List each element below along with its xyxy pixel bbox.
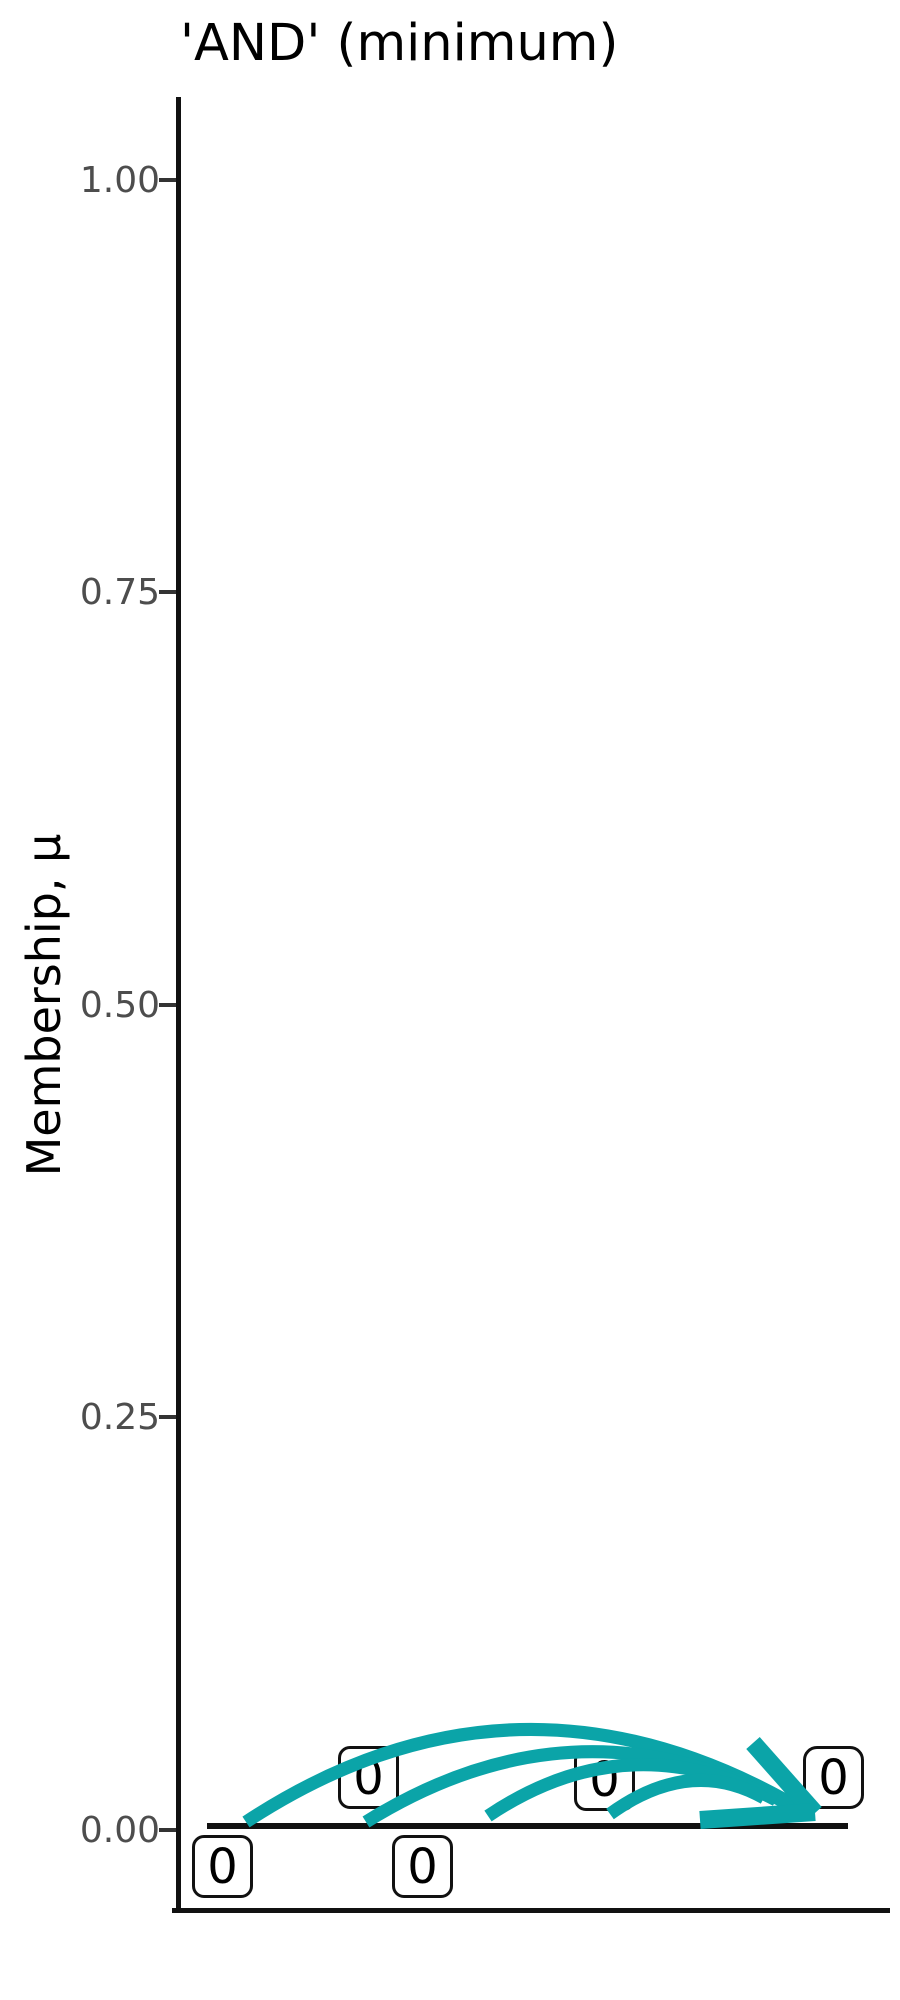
input-value-1: 0 <box>207 1838 238 1895</box>
input-value-box-1: 0 <box>192 1835 253 1898</box>
input-value-box-4: 0 <box>574 1748 635 1811</box>
zero-membership-line <box>207 1823 848 1829</box>
arrowhead-lower-barb-icon <box>699 1803 816 1829</box>
y-tick-label-1.00: 1.00 <box>79 159 160 201</box>
y-tick-mark-0.50 <box>159 1003 176 1007</box>
x-axis-line <box>172 1908 890 1913</box>
y-tick-mark-1.00 <box>159 178 176 182</box>
y-axis-line <box>176 97 181 1913</box>
y-tick-label-0.25: 0.25 <box>79 1396 160 1438</box>
input-value-4: 0 <box>589 1751 620 1808</box>
result-value-box: 0 <box>803 1746 864 1809</box>
y-tick-mark-0.75 <box>159 590 176 594</box>
arrow-arc-1 <box>242 1723 810 1828</box>
y-tick-label-0.50: 0.50 <box>79 984 160 1026</box>
input-value-2: 0 <box>407 1838 438 1895</box>
input-value-box-3: 0 <box>338 1746 399 1809</box>
input-value-box-2: 0 <box>392 1835 453 1898</box>
input-value-3: 0 <box>353 1749 384 1806</box>
result-value: 0 <box>818 1749 849 1806</box>
y-tick-mark-0.25 <box>159 1415 176 1419</box>
y-tick-label-0.75: 0.75 <box>79 571 160 613</box>
chart-title: 'AND' (minimum) <box>180 14 619 73</box>
y-tick-mark-0.00 <box>159 1828 176 1832</box>
y-tick-label-0.00: 0.00 <box>79 1809 160 1851</box>
